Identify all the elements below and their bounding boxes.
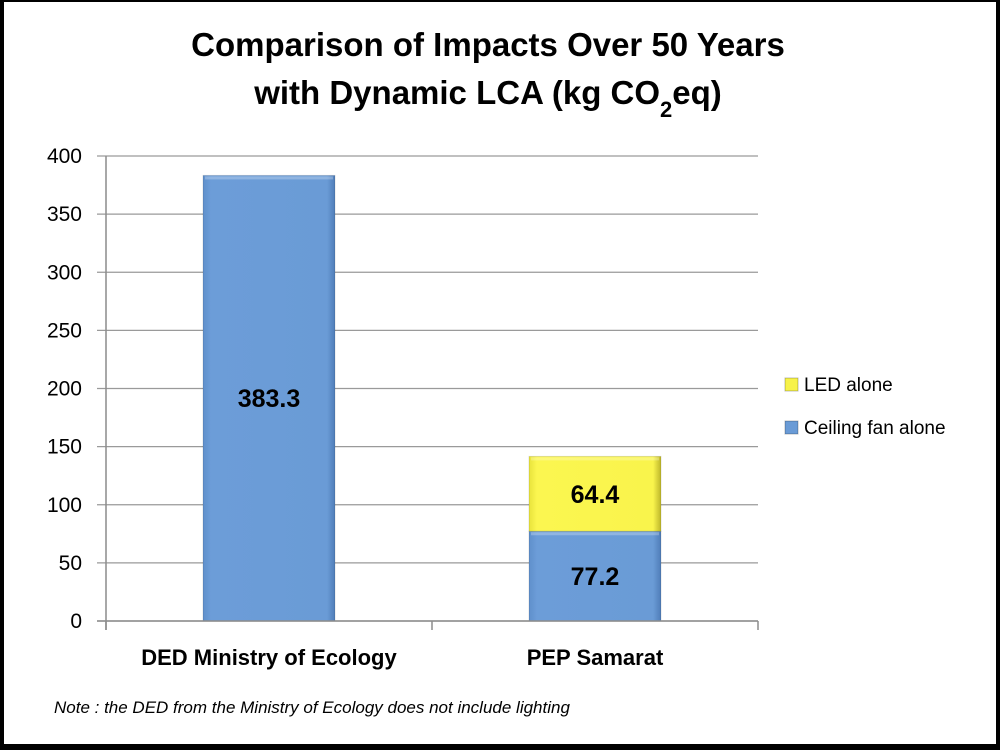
y-tick-label: 100 — [47, 494, 82, 517]
y-tick-label: 50 — [59, 552, 82, 575]
y-tick-label: 350 — [47, 203, 82, 226]
y-tick-label: 250 — [47, 319, 82, 342]
legend-item-led-alone: LED alone — [784, 375, 893, 396]
bar-led-alone-1 — [528, 455, 662, 532]
y-tick-label: 200 — [47, 378, 82, 401]
data-label-ceiling-fan-alone-1: 77.2 — [571, 563, 620, 591]
title-line-2: with Dynamic LCA (kg CO2eq) — [253, 74, 722, 122]
bar-ceiling-fan-alone-1 — [528, 530, 662, 622]
data-label-led-alone-1: 64.4 — [571, 481, 620, 509]
legend-swatch — [784, 377, 799, 392]
bars: 383.3 77.2 64.4 — [202, 174, 662, 622]
y-tick-label: 300 — [47, 261, 82, 284]
title-line-1: Comparison of Impacts Over 50 Years — [191, 26, 785, 63]
legend: LED alone Ceiling fan alone — [784, 375, 946, 439]
legend-label: Ceiling fan alone — [804, 418, 946, 439]
bar-bevel-highlight — [531, 532, 659, 536]
bar-ceiling-fan-alone-0 — [202, 174, 336, 622]
category-label: DED Ministry of Ecology — [141, 645, 397, 670]
title-line-2-end: eq) — [672, 74, 722, 111]
title-subscript: 2 — [660, 97, 672, 122]
bar-bevel-highlight — [531, 457, 659, 461]
note-annotation: Note : the DED from the Ministry of Ecol… — [54, 698, 570, 717]
legend-item-ceiling-fan-alone: Ceiling fan alone — [784, 418, 946, 439]
y-tick-label: 0 — [70, 610, 82, 633]
chart-title: Comparison of Impacts Over 50 Years with… — [191, 26, 785, 122]
legend-label: LED alone — [804, 375, 893, 396]
axes — [97, 156, 759, 630]
y-tick-label: 150 — [47, 436, 82, 459]
data-label-ceiling-fan-alone-0: 383.3 — [238, 385, 301, 413]
x-axis-category-labels: DED Ministry of Ecology PEP Samarat — [141, 645, 664, 670]
y-axis-tick-labels: 0 50 100 150 200 250 300 350 400 — [47, 145, 82, 633]
y-tick-label: 400 — [47, 145, 82, 168]
category-label: PEP Samarat — [527, 645, 664, 670]
title-line-2-main: with Dynamic LCA (kg CO — [253, 74, 660, 111]
bar-bevel-highlight — [205, 176, 333, 180]
legend-swatch — [784, 420, 799, 435]
